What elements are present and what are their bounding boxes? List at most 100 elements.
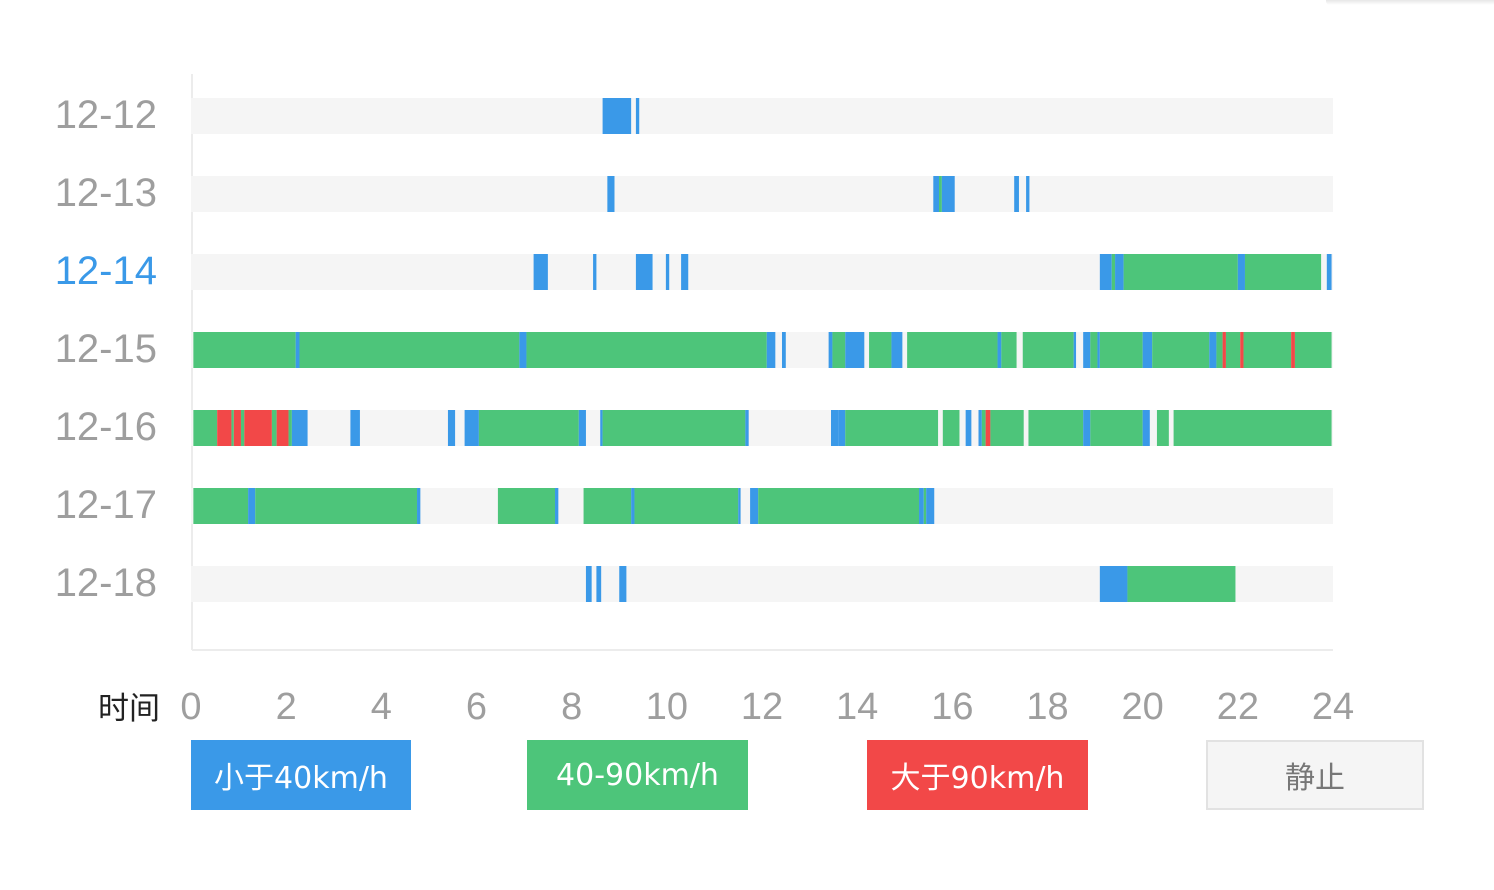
segment-slow[interactable]: [1026, 176, 1030, 212]
segment-slow[interactable]: [681, 254, 689, 290]
segment-fast[interactable]: [1222, 332, 1226, 368]
segment-slow[interactable]: [891, 332, 903, 368]
segment-mid[interactable]: [1216, 332, 1223, 368]
segment-mid[interactable]: [255, 488, 418, 524]
segment-slow[interactable]: [585, 566, 592, 602]
segment-mid[interactable]: [942, 410, 960, 446]
segment-slow[interactable]: [830, 410, 839, 446]
segment-fast[interactable]: [244, 410, 272, 446]
segment-slow[interactable]: [631, 488, 635, 524]
segment-slow[interactable]: [997, 332, 1002, 368]
segment-mid[interactable]: [288, 410, 292, 446]
segment-slow[interactable]: [635, 98, 640, 134]
segment-mid[interactable]: [634, 488, 739, 524]
segment-slow[interactable]: [533, 254, 548, 290]
segment-slow[interactable]: [607, 176, 615, 212]
segment-mid[interactable]: [1028, 410, 1084, 446]
segment-fast[interactable]: [276, 410, 289, 446]
segment-mid[interactable]: [271, 410, 277, 446]
segment-mid[interactable]: [526, 332, 767, 368]
segment-fast[interactable]: [985, 410, 991, 446]
segment-slow[interactable]: [933, 176, 940, 212]
segment-slow[interactable]: [978, 410, 982, 446]
segment-mid[interactable]: [231, 410, 234, 446]
segment-mid[interactable]: [1090, 410, 1143, 446]
segment-mid[interactable]: [240, 410, 245, 446]
segment-mid[interactable]: [1173, 410, 1332, 446]
segment-mid[interactable]: [1090, 332, 1098, 368]
segment-fast[interactable]: [217, 410, 232, 446]
segment-slow[interactable]: [750, 488, 759, 524]
segment-mid[interactable]: [981, 410, 986, 446]
segment-slow[interactable]: [602, 98, 632, 134]
segment-fast[interactable]: [233, 410, 241, 446]
segment-mid[interactable]: [869, 332, 892, 368]
legend-stationary[interactable]: 静止: [1206, 740, 1424, 810]
segment-slow[interactable]: [619, 566, 627, 602]
segment-slow[interactable]: [1099, 566, 1128, 602]
segment-slow[interactable]: [1097, 332, 1100, 368]
segment-mid[interactable]: [1156, 410, 1169, 446]
segment-mid[interactable]: [299, 332, 520, 368]
segment-slow[interactable]: [919, 488, 924, 524]
segment-slow[interactable]: [417, 488, 421, 524]
segment-mid[interactable]: [193, 410, 218, 446]
segment-mid[interactable]: [1244, 254, 1322, 290]
segment-slow[interactable]: [1083, 410, 1091, 446]
legend-mid[interactable]: 40-90km/h: [527, 740, 748, 810]
segment-mid[interactable]: [939, 176, 942, 212]
segment-slow[interactable]: [965, 410, 972, 446]
segment-mid[interactable]: [923, 488, 927, 524]
segment-mid[interactable]: [1243, 332, 1292, 368]
segment-mid[interactable]: [1225, 332, 1241, 368]
segment-slow[interactable]: [1099, 254, 1112, 290]
segment-slow[interactable]: [248, 488, 256, 524]
segment-slow[interactable]: [291, 410, 308, 446]
segment-mid[interactable]: [602, 410, 746, 446]
segment-mid[interactable]: [1022, 332, 1074, 368]
segment-slow[interactable]: [766, 332, 776, 368]
segment-slow[interactable]: [1237, 254, 1245, 290]
segment-slow[interactable]: [600, 410, 603, 446]
segment-slow[interactable]: [926, 488, 935, 524]
segment-slow[interactable]: [596, 566, 602, 602]
segment-mid[interactable]: [907, 332, 998, 368]
segment-slow[interactable]: [781, 332, 786, 368]
segment-slow[interactable]: [1083, 332, 1091, 368]
segment-mid[interactable]: [845, 410, 939, 446]
segment-mid[interactable]: [1123, 254, 1238, 290]
segment-mid[interactable]: [583, 488, 632, 524]
segment-slow[interactable]: [1115, 254, 1124, 290]
segment-slow[interactable]: [845, 332, 865, 368]
segment-slow[interactable]: [555, 488, 559, 524]
segment-fast[interactable]: [1291, 332, 1295, 368]
segment-mid[interactable]: [478, 410, 579, 446]
segment-slow[interactable]: [1014, 176, 1019, 212]
segment-slow[interactable]: [447, 410, 456, 446]
segment-mid[interactable]: [497, 488, 556, 524]
segment-mid[interactable]: [1294, 332, 1332, 368]
segment-slow[interactable]: [1142, 332, 1153, 368]
segment-slow[interactable]: [519, 332, 527, 368]
segment-mid[interactable]: [758, 488, 920, 524]
segment-slow[interactable]: [738, 488, 741, 524]
legend-fast[interactable]: 大于90km/h: [867, 740, 1088, 810]
segment-slow[interactable]: [828, 332, 833, 368]
segment-mid[interactable]: [1099, 332, 1143, 368]
segment-mid[interactable]: [1152, 332, 1210, 368]
segment-slow[interactable]: [350, 410, 360, 446]
segment-slow[interactable]: [635, 254, 653, 290]
legend-slow[interactable]: 小于40km/h: [191, 740, 411, 810]
segment-mid[interactable]: [832, 332, 846, 368]
segment-slow[interactable]: [593, 254, 597, 290]
segment-mid[interactable]: [193, 488, 249, 524]
segment-slow[interactable]: [1326, 254, 1332, 290]
segment-slow[interactable]: [665, 254, 670, 290]
segment-slow[interactable]: [578, 410, 586, 446]
segment-mid[interactable]: [1111, 254, 1116, 290]
segment-slow[interactable]: [941, 176, 955, 212]
segment-fast[interactable]: [1240, 332, 1244, 368]
segment-mid[interactable]: [990, 410, 1024, 446]
segment-slow[interactable]: [745, 410, 749, 446]
segment-slow[interactable]: [838, 410, 846, 446]
